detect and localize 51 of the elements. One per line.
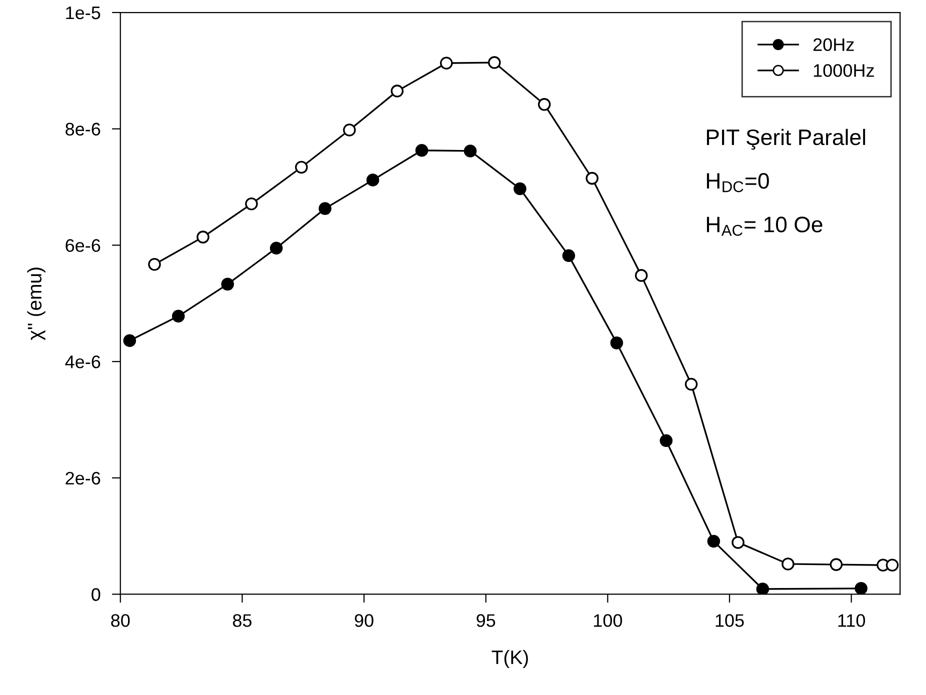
y-tick-label: 2e-6 (66, 472, 100, 485)
legend-label: 20Hz (813, 38, 854, 52)
x-tick-label: 95 (476, 614, 496, 627)
y-tick-label: 6e-6 (66, 239, 100, 252)
point (782, 558, 794, 570)
point (732, 536, 744, 549)
x-axis-title: T(K) (492, 650, 528, 668)
point (886, 558, 899, 572)
point (415, 144, 428, 157)
point (488, 56, 501, 69)
point (660, 434, 673, 448)
x-tick-label: 110 (838, 614, 866, 627)
y-tick-label: 0 (92, 588, 100, 601)
point (562, 249, 576, 262)
x-tick-label: 100 (594, 614, 622, 627)
point (830, 558, 843, 571)
legend-label: 1000Hz (814, 64, 874, 77)
x-tick-label: 105 (716, 614, 744, 627)
point (854, 582, 868, 594)
point (586, 172, 598, 185)
annotation: H$_{DC}$=0 (706, 173, 769, 192)
point (464, 144, 477, 158)
point (343, 124, 356, 136)
point (707, 534, 720, 548)
point (270, 242, 283, 254)
point (514, 182, 526, 196)
point (318, 202, 332, 215)
y-tick-label: 1e-5 (66, 6, 100, 20)
x-tick-label: 90 (354, 614, 374, 627)
point (366, 174, 380, 186)
point (390, 84, 404, 98)
y-axis-title: χ'' (emu) (27, 268, 46, 340)
annotation: H$_{AC}$= 10 Oe (706, 216, 822, 236)
point (684, 378, 698, 391)
point (538, 98, 551, 111)
point (634, 269, 648, 282)
point (610, 336, 624, 350)
point (148, 258, 161, 271)
point (221, 278, 234, 291)
point (123, 334, 136, 347)
point (172, 310, 185, 323)
point (196, 230, 210, 244)
point (295, 160, 308, 174)
y-tick-label: 8e-6 (66, 122, 100, 136)
point (756, 582, 770, 594)
point (245, 198, 258, 210)
y-tick-label: 4e-6 (65, 355, 100, 368)
x-tick-label: 85 (232, 614, 252, 627)
annotation: PIT Şerit Paralel (706, 128, 866, 150)
point (440, 56, 453, 70)
x-tick-label: 80 (111, 614, 130, 627)
